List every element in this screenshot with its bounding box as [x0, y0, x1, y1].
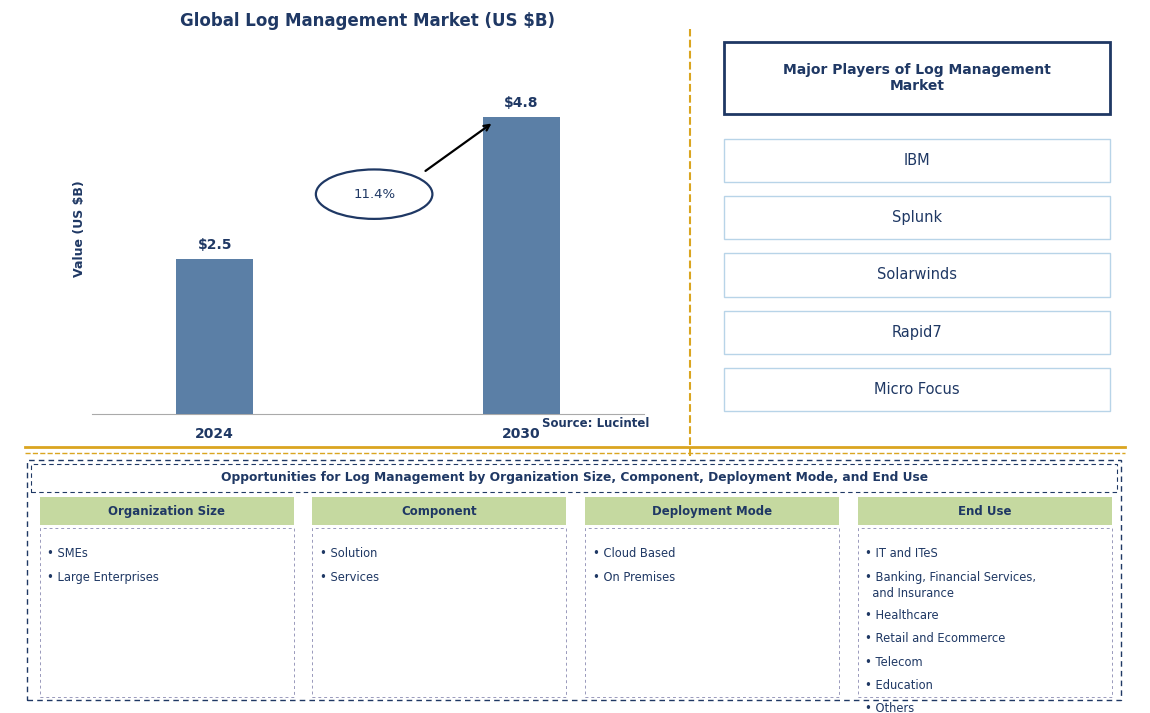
Text: • Cloud Based: • Cloud Based — [592, 548, 675, 560]
Text: 11.4%: 11.4% — [353, 188, 396, 200]
FancyBboxPatch shape — [858, 497, 1112, 525]
FancyBboxPatch shape — [724, 368, 1110, 411]
FancyBboxPatch shape — [39, 497, 293, 525]
Text: Deployment Mode: Deployment Mode — [652, 505, 772, 518]
FancyBboxPatch shape — [28, 460, 1121, 700]
Y-axis label: Value (US $B): Value (US $B) — [74, 180, 86, 277]
FancyBboxPatch shape — [313, 497, 566, 525]
Text: Micro Focus: Micro Focus — [874, 382, 960, 397]
Text: • Solution: • Solution — [320, 548, 377, 560]
Text: Major Players of Log Management
Market: Major Players of Log Management Market — [783, 63, 1051, 93]
Text: • Retail and Ecommerce: • Retail and Ecommerce — [865, 632, 1005, 645]
Bar — [483, 117, 560, 414]
Text: Solarwinds: Solarwinds — [877, 267, 957, 282]
Text: IBM: IBM — [904, 153, 930, 168]
FancyBboxPatch shape — [724, 138, 1110, 182]
Text: • Education: • Education — [865, 679, 933, 692]
Text: • Banking, Financial Services,
  and Insurance: • Banking, Financial Services, and Insur… — [865, 570, 1036, 600]
Text: • On Premises: • On Premises — [592, 570, 675, 584]
Text: Source: Lucintel: Source: Lucintel — [543, 417, 650, 430]
Text: Rapid7: Rapid7 — [891, 325, 943, 340]
FancyBboxPatch shape — [585, 528, 838, 697]
Title: Global Log Management Market (US $B): Global Log Management Market (US $B) — [181, 12, 555, 30]
Text: End Use: End Use — [958, 505, 1011, 518]
Text: $2.5: $2.5 — [198, 237, 232, 252]
FancyBboxPatch shape — [31, 463, 1117, 492]
FancyBboxPatch shape — [724, 196, 1110, 239]
FancyBboxPatch shape — [313, 528, 566, 697]
FancyBboxPatch shape — [724, 311, 1110, 354]
Text: Splunk: Splunk — [892, 210, 942, 225]
FancyBboxPatch shape — [724, 42, 1110, 114]
Text: • IT and ITeS: • IT and ITeS — [865, 548, 938, 560]
FancyBboxPatch shape — [858, 528, 1112, 697]
Text: • Services: • Services — [320, 570, 380, 584]
Text: • Telecom: • Telecom — [865, 655, 922, 669]
FancyBboxPatch shape — [39, 528, 293, 697]
Text: Organization Size: Organization Size — [108, 505, 225, 518]
Text: $4.8: $4.8 — [504, 96, 538, 110]
Text: • Others: • Others — [865, 702, 914, 713]
FancyBboxPatch shape — [724, 254, 1110, 297]
Text: Component: Component — [401, 505, 477, 518]
Text: Opportunities for Log Management by Organization Size, Component, Deployment Mod: Opportunities for Log Management by Orga… — [222, 471, 928, 484]
FancyBboxPatch shape — [585, 497, 838, 525]
Text: • Large Enterprises: • Large Enterprises — [47, 570, 159, 584]
Bar — [176, 259, 253, 414]
Text: • SMEs: • SMEs — [47, 548, 89, 560]
Text: • Healthcare: • Healthcare — [865, 609, 938, 622]
